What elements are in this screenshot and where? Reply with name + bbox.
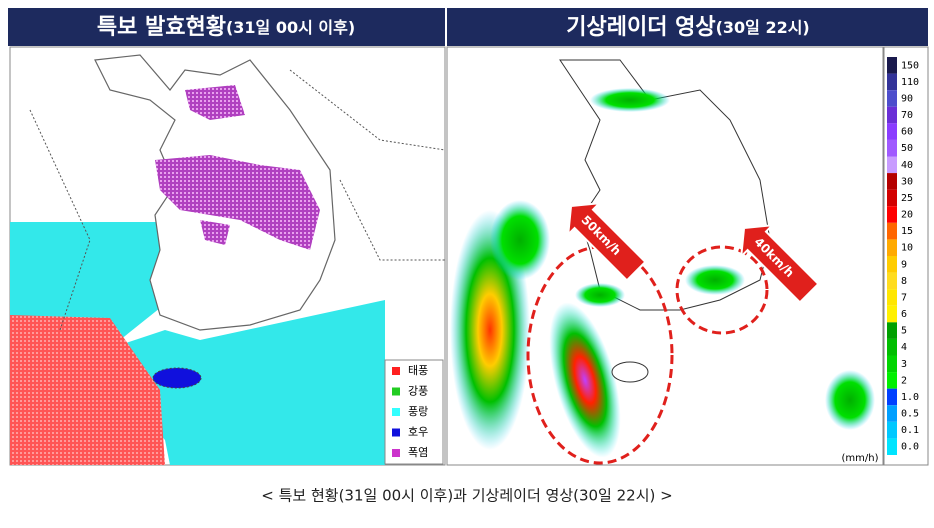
scale-label: 0.0	[901, 442, 919, 453]
scale-swatch	[887, 189, 897, 207]
scale-swatch	[887, 338, 897, 356]
scale-swatch	[887, 289, 897, 306]
scale-label: 0.1	[901, 425, 919, 436]
scale-swatch	[887, 57, 897, 74]
scale-label: 25	[901, 193, 913, 204]
left-title: 특보 발효현황(31일 00시 이후)	[97, 15, 355, 40]
legend-label: 태풍	[408, 364, 428, 377]
scale-label: 4	[901, 342, 907, 353]
legend-swatch	[392, 367, 400, 375]
legend-swatch	[392, 408, 400, 416]
scale-label: 50	[901, 143, 913, 154]
scale-label: 150	[901, 60, 919, 71]
left-header	[8, 8, 445, 46]
radar-map: 50km/h 40km/h (mm/h) 1501109070605040302…	[446, 46, 929, 466]
scale-swatch	[887, 73, 897, 91]
scale-swatch	[887, 355, 897, 373]
scale-label: 5	[901, 326, 907, 337]
scale-label: 6	[901, 309, 907, 320]
scale-swatch	[887, 123, 897, 140]
left-title-main: 특보 발효현황	[97, 15, 226, 40]
right-title-main: 기상레이더 영상	[566, 15, 715, 40]
right-title: 기상레이더 영상(30일 22시)	[566, 15, 810, 40]
scale-label: 1.0	[901, 392, 919, 403]
scale-label: 60	[901, 127, 913, 138]
legend-swatch	[392, 449, 400, 457]
scale-swatch	[887, 239, 897, 256]
scale-swatch	[887, 90, 897, 107]
scale-swatch	[887, 222, 897, 240]
right-header	[447, 8, 928, 46]
scale-swatch	[887, 438, 897, 455]
scale-label: 30	[901, 176, 913, 187]
scale-swatch	[887, 106, 897, 124]
color-scale: 150 110 90 70 60 50 40 30 25 20 15 10 9 8 7 6 5 4 3 2 1.0 0.5…	[887, 57, 919, 455]
scale-label: 40	[901, 160, 913, 171]
scale-swatch	[887, 139, 897, 157]
scale-label: 10	[901, 243, 913, 254]
scale-swatch	[887, 256, 897, 273]
left-title-note: (31일 00시 이후)	[226, 18, 355, 37]
legend-swatch	[392, 428, 400, 437]
scale-swatch	[887, 206, 897, 223]
scale-swatch	[887, 272, 897, 290]
scale-swatch	[887, 156, 897, 174]
scale-swatch	[887, 388, 897, 406]
scale-swatch	[887, 372, 897, 389]
scale-label: 3	[901, 359, 907, 370]
scale-label: 8	[901, 276, 907, 287]
scale-label: 0.5	[901, 409, 919, 420]
scale-label: 20	[901, 210, 913, 221]
scale-label: 9	[901, 259, 907, 270]
scale-swatch	[887, 173, 897, 190]
unit-label: (mm/h)	[842, 453, 879, 464]
right-title-note: (30일 22시)	[716, 18, 810, 37]
scale-swatch	[887, 421, 897, 439]
scale-swatch	[887, 305, 897, 323]
legend-label: 강풍	[408, 385, 428, 398]
scale-label: 70	[901, 110, 913, 121]
caption: < 특보 현황(31일 00시 이후)과 기상레이더 영상(30일 22시) >	[261, 487, 672, 505]
scale-swatch	[887, 322, 897, 339]
legend-label: 폭염	[408, 446, 428, 459]
scale-label: 2	[901, 375, 907, 386]
scale-label: 15	[901, 226, 913, 237]
scale-label: 90	[901, 93, 913, 104]
legend-swatch	[392, 387, 400, 396]
scale-swatch	[887, 405, 897, 422]
legend-label: 풍랑	[408, 405, 428, 418]
legend-label: 호우	[408, 426, 428, 439]
scale-label: 110	[901, 77, 919, 88]
scale-label: 7	[901, 292, 907, 303]
